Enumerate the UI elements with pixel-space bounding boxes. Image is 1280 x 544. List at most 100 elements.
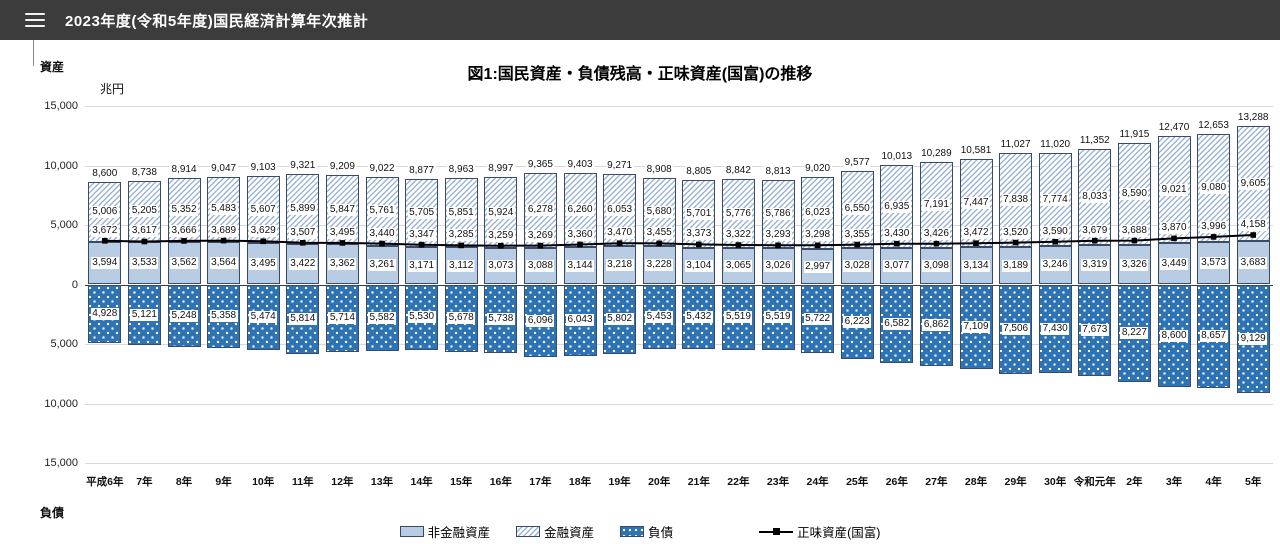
label-net-worth: 3,666 <box>169 224 199 237</box>
y-tick-label: 15,000 <box>44 457 78 469</box>
label-liabilities: 6,043 <box>565 314 595 327</box>
label-nonfinancial-assets: 3,326 <box>1120 258 1149 271</box>
x-tick-label: 10年 <box>252 476 275 488</box>
x-tick-label: 26年 <box>885 476 908 488</box>
label-total-assets: 9,020 <box>803 163 832 176</box>
label-total-assets: 9,321 <box>288 159 317 172</box>
label-net-worth: 3,679 <box>1080 224 1109 237</box>
x-tick-label: 22年 <box>727 476 750 488</box>
label-liabilities: 5,738 <box>486 312 515 325</box>
gridline <box>85 344 1273 345</box>
label-net-worth: 3,996 <box>1199 220 1228 233</box>
label-financial-assets: 5,352 <box>169 204 199 217</box>
label-liabilities: 5,519 <box>724 311 753 324</box>
label-total-assets: 8,914 <box>169 164 199 177</box>
app-header: 2023年度(令和5年度)国民経済計算年次推計 <box>0 0 1280 40</box>
label-nonfinancial-assets: 3,134 <box>961 259 991 272</box>
label-nonfinancial-assets: 3,246 <box>1041 259 1070 272</box>
label-financial-assets: 9,080 <box>1199 181 1228 194</box>
label-net-worth: 3,520 <box>1001 226 1030 239</box>
label-total-assets: 8,877 <box>407 164 436 177</box>
x-tick-label: 23年 <box>766 476 790 488</box>
label-total-assets: 11,915 <box>1117 128 1151 141</box>
label-total-assets: 9,403 <box>565 158 595 171</box>
label-nonfinancial-assets: 3,088 <box>526 260 555 273</box>
label-financial-assets: 5,705 <box>407 206 436 219</box>
y-tick-label: 10,000 <box>44 397 78 410</box>
legend-swatch-solid <box>399 525 424 537</box>
label-net-worth: 4,158 <box>1239 219 1268 232</box>
label-nonfinancial-assets: 3,562 <box>169 257 199 270</box>
label-total-assets: 8,738 <box>130 166 159 179</box>
label-financial-assets: 6,278 <box>526 204 555 217</box>
x-tick-label: 7年 <box>136 476 153 488</box>
label-net-worth: 3,347 <box>407 228 436 241</box>
label-liabilities: 7,506 <box>1001 323 1030 336</box>
label-net-worth: 3,472 <box>961 227 991 240</box>
label-financial-assets: 7,838 <box>1001 193 1030 206</box>
label-nonfinancial-assets: 3,422 <box>288 258 317 271</box>
label-net-worth: 3,360 <box>565 228 595 241</box>
gridline <box>85 165 1273 167</box>
axis-label-liabilities: 負債 <box>40 506 65 520</box>
legend-label: 金融資産 <box>544 525 595 540</box>
label-liabilities: 8,600 <box>1159 329 1189 342</box>
x-tick-label: 11年 <box>291 476 314 488</box>
x-tick-label: 30年 <box>1044 476 1067 488</box>
label-net-worth: 3,285 <box>447 229 476 242</box>
label-financial-assets: 5,899 <box>288 202 317 215</box>
label-liabilities: 5,802 <box>605 313 634 326</box>
x-tick-label: 28年 <box>964 476 988 488</box>
label-financial-assets: 6,053 <box>605 204 634 217</box>
x-tick-label: 8年 <box>175 476 193 488</box>
label-nonfinancial-assets: 3,564 <box>209 257 238 270</box>
hamburger-menu-icon[interactable] <box>25 13 45 27</box>
label-liabilities: 8,657 <box>1199 330 1228 342</box>
label-total-assets: 11,352 <box>1078 135 1112 148</box>
label-nonfinancial-assets: 3,261 <box>367 259 397 272</box>
label-nonfinancial-assets: 3,028 <box>843 260 872 273</box>
y-tick-label: 0 <box>71 278 78 291</box>
label-total-assets: 10,289 <box>919 148 954 161</box>
panel-border <box>33 40 34 66</box>
label-liabilities: 7,673 <box>1080 324 1109 337</box>
label-liabilities: 5,432 <box>684 310 713 323</box>
x-tick-label: 9年 <box>215 476 232 488</box>
x-tick-label: 27年 <box>925 476 948 488</box>
label-liabilities: 6,862 <box>922 319 951 332</box>
legend-swatch-hatch <box>516 525 541 537</box>
label-net-worth: 3,688 <box>1120 224 1149 237</box>
legend-swatch-line-marker <box>759 526 794 537</box>
x-tick-label: 平成6年 <box>86 476 124 488</box>
x-tick-label: 16年 <box>489 476 512 488</box>
label-financial-assets: 7,447 <box>961 196 991 209</box>
label-liabilities: 5,722 <box>803 312 832 325</box>
label-nonfinancial-assets: 3,144 <box>565 259 595 272</box>
label-nonfinancial-assets: 3,077 <box>882 260 911 273</box>
label-liabilities: 9,129 <box>1239 332 1268 345</box>
legend-item: 金融資産 <box>516 522 594 541</box>
gridline <box>85 106 1273 107</box>
legend-label: 非金融資産 <box>427 525 491 540</box>
label-nonfinancial-assets: 2,997 <box>803 260 832 273</box>
legend-label: 正味資産(国富) <box>797 525 881 540</box>
label-financial-assets: 7,774 <box>1041 193 1070 206</box>
label-liabilities: 8,227 <box>1120 327 1149 340</box>
label-net-worth: 3,373 <box>684 228 713 241</box>
x-tick-label: 12年 <box>331 476 354 488</box>
label-nonfinancial-assets: 3,218 <box>605 259 634 272</box>
label-total-assets: 8,997 <box>486 163 515 176</box>
x-tick-label: 29年 <box>1004 476 1027 488</box>
label-nonfinancial-assets: 3,319 <box>1080 258 1109 271</box>
plot-area: 8,600 5,006 3,672 3,594 4,928 8,738 5,205 3,617… <box>85 106 1273 464</box>
label-total-assets: 8,805 <box>684 165 713 178</box>
label-total-assets: 8,963 <box>447 163 476 176</box>
chart-legend: 非金融資産 金融資産 負債 正味資産(国富) <box>0 520 1280 542</box>
label-nonfinancial-assets: 3,098 <box>922 260 951 273</box>
y-tick-label: 5,000 <box>50 219 78 231</box>
label-liabilities: 5,714 <box>328 312 357 325</box>
label-financial-assets: 6,935 <box>882 200 911 213</box>
label-liabilities: 6,096 <box>526 314 555 327</box>
label-total-assets: 12,653 <box>1196 119 1231 132</box>
label-nonfinancial-assets: 3,594 <box>90 257 119 270</box>
